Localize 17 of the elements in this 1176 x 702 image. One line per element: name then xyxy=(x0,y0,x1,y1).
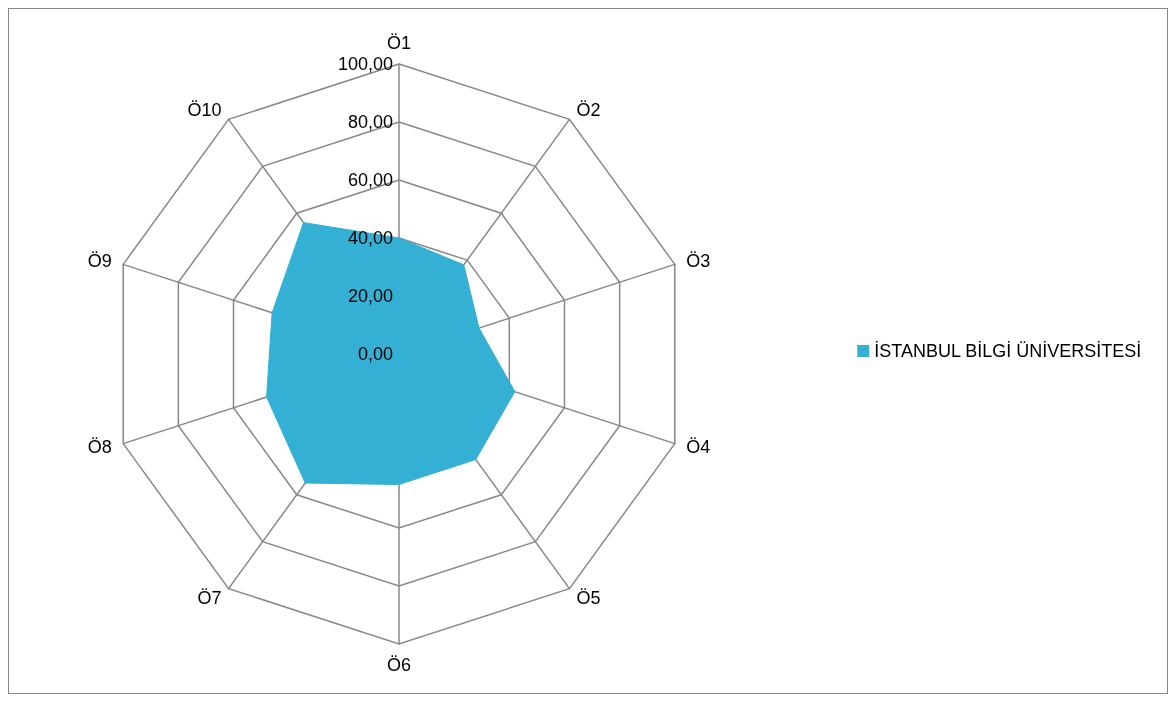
y-tick-label: 20,00 xyxy=(347,286,393,306)
y-tick-label: 0,00 xyxy=(357,344,393,364)
spoke-label: Ö2 xyxy=(576,99,601,120)
spoke-label: Ö4 xyxy=(686,437,711,458)
spoke-label: Ö10 xyxy=(187,99,222,120)
spoke-label: Ö8 xyxy=(87,437,112,458)
spoke-label: Ö1 xyxy=(386,33,412,53)
y-tick-label: 100,00 xyxy=(337,54,393,74)
legend-label: İSTANBUL BİLGİ ÜNİVERSİTESİ xyxy=(874,341,1142,361)
y-tick-label: 40,00 xyxy=(347,228,393,248)
spoke-label: Ö3 xyxy=(686,250,711,271)
spoke-label: Ö5 xyxy=(576,588,601,609)
y-tick-label: 80,00 xyxy=(347,112,393,132)
spoke-label: Ö9 xyxy=(87,250,112,271)
y-tick-label: 60,00 xyxy=(347,170,393,190)
spoke-label: Ö7 xyxy=(197,588,222,609)
spoke-label: Ö6 xyxy=(386,655,412,675)
